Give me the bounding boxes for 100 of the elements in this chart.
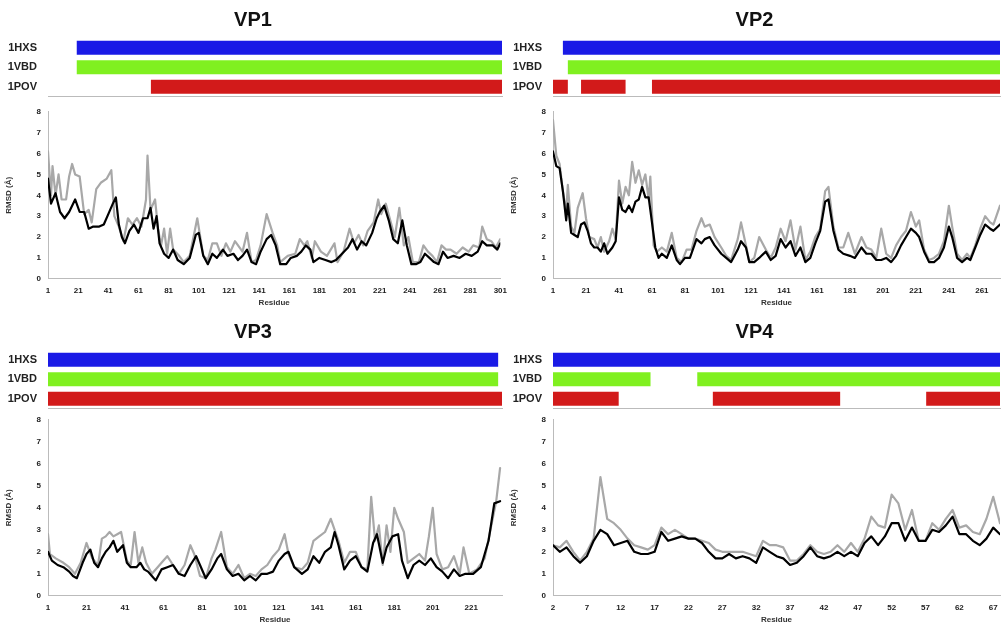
y-tick-label: 1POV (512, 391, 543, 404)
y-tick-label: 1POV (7, 79, 38, 92)
x-tick-label: 81 (197, 602, 207, 612)
y-tick-label: 1HXS (513, 40, 542, 53)
y-tick-label: 4 (541, 503, 547, 512)
y-tick-label: 6 (36, 459, 42, 468)
x-tick-label: 32 (751, 602, 762, 612)
x-tick-label: 42 (819, 602, 829, 612)
y-tick-label: 1VBD (7, 372, 38, 385)
x-tick-label: 101 (233, 602, 248, 612)
x-tick-label: 101 (711, 285, 726, 295)
y-tick-label: 1HXS (8, 40, 37, 53)
x-tick-label: 181 (387, 602, 402, 612)
x-tick-label: 61 (134, 285, 144, 295)
x-tick-label: 201 (876, 285, 891, 295)
x-tick-label: 201 (342, 285, 357, 295)
x-tick-label: 41 (103, 285, 114, 295)
x-tick-label: 1 (45, 285, 51, 295)
x-tick-label: 161 (810, 285, 825, 295)
x-tick-label: 7 (584, 602, 590, 612)
x-tick-label: 221 (373, 285, 387, 295)
x-tick-label: 27 (717, 602, 728, 612)
x-tick-label: 57 (921, 602, 931, 612)
chart-title: VP2 (735, 7, 774, 30)
y-tick-label: 1 (36, 569, 42, 578)
y-tick-label: 4 (36, 190, 42, 200)
x-tick-label: 61 (158, 602, 169, 612)
x-tick-label: 241 (942, 285, 957, 295)
x-tick-label: 21 (73, 285, 84, 295)
y-tick-label: 8 (36, 415, 42, 424)
x-tick-label: 221 (464, 602, 479, 612)
x-tick-label: 301 (493, 285, 508, 295)
x-tick-label: 181 (312, 285, 327, 295)
y-tick-label: 7 (36, 127, 42, 137)
y-tick-label: 6 (541, 148, 547, 158)
x-tick-label: 121 (222, 285, 237, 295)
y-tick-label: 1VBD (512, 372, 543, 385)
x-tick-label: 67 (988, 602, 999, 612)
y-tick-label: 1VBD (512, 60, 543, 73)
x-tick-label: 161 (349, 602, 364, 612)
x-axis-title: Residue (760, 615, 793, 625)
y-tick-label: 1 (541, 569, 547, 578)
x-axis-title: Residue (760, 298, 793, 308)
x-tick-label: 221 (909, 285, 924, 295)
y-tick-label: 1 (541, 253, 547, 263)
y-tick-label: 5 (541, 169, 547, 179)
y-tick-label: 0 (36, 274, 42, 283)
x-tick-label: 241 (403, 285, 418, 295)
x-tick-label: 181 (843, 285, 858, 295)
y-tick-label: 0 (541, 591, 547, 600)
y-tick-label: 5 (541, 481, 547, 490)
y-tick-label: 5 (36, 169, 42, 179)
y-tick-label: 0 (541, 274, 547, 283)
y-tick-label: 2 (36, 547, 42, 556)
x-tick-label: 47 (853, 602, 863, 612)
x-tick-label: 21 (82, 602, 92, 612)
y-tick-label: 3 (541, 211, 547, 221)
y-axis-title: RMSD (Å) (509, 489, 518, 527)
x-tick-label: 22 (684, 602, 694, 612)
x-tick-label: 1 (550, 285, 556, 295)
x-tick-label: 201 (426, 602, 440, 612)
y-tick-label: 4 (541, 190, 547, 200)
y-tick-label: 1POV (7, 391, 38, 404)
y-tick-label: 2 (541, 232, 547, 242)
y-tick-label: 5 (36, 481, 42, 490)
x-tick-label: 141 (252, 285, 267, 295)
x-tick-label: 21 (581, 285, 591, 295)
chart-title: VP3 (234, 319, 272, 342)
chart-title: VP1 (234, 7, 272, 30)
x-tick-label: 161 (282, 285, 297, 295)
y-tick-label: 1HXS (8, 352, 37, 365)
x-tick-label: 52 (887, 602, 897, 612)
x-tick-label: 261 (433, 285, 448, 295)
y-tick-label: 3 (36, 211, 42, 221)
y-tick-label: 7 (541, 437, 547, 446)
y-tick-label: 3 (541, 525, 547, 534)
y-tick-label: 2 (36, 232, 42, 242)
x-tick-label: 37 (785, 602, 796, 612)
x-tick-label: 41 (614, 285, 624, 295)
y-tick-label: 7 (36, 437, 42, 446)
x-tick-label: 61 (647, 285, 657, 295)
x-tick-label: 17 (650, 602, 660, 612)
x-tick-label: 141 (777, 285, 792, 295)
x-tick-label: 81 (680, 285, 690, 295)
x-axis-title: Residue (258, 298, 291, 308)
x-tick-label: 141 (310, 602, 325, 612)
x-tick-label: 281 (463, 285, 478, 295)
x-tick-label: 41 (120, 602, 130, 612)
y-tick-label: 8 (541, 107, 547, 116)
x-tick-label: 1 (45, 602, 51, 612)
y-tick-label: 3 (36, 525, 42, 534)
y-tick-label: 6 (541, 459, 547, 468)
y-tick-label: 7 (541, 127, 547, 137)
y-axis-title: RMSD (Å) (509, 176, 518, 214)
x-tick-label: 12 (616, 602, 626, 612)
y-tick-label: 1VBD (7, 60, 38, 73)
y-tick-label: 1 (36, 253, 42, 263)
x-axis-title: Residue (259, 615, 292, 625)
y-tick-label: 2 (541, 547, 547, 556)
x-tick-label: 101 (192, 285, 206, 295)
